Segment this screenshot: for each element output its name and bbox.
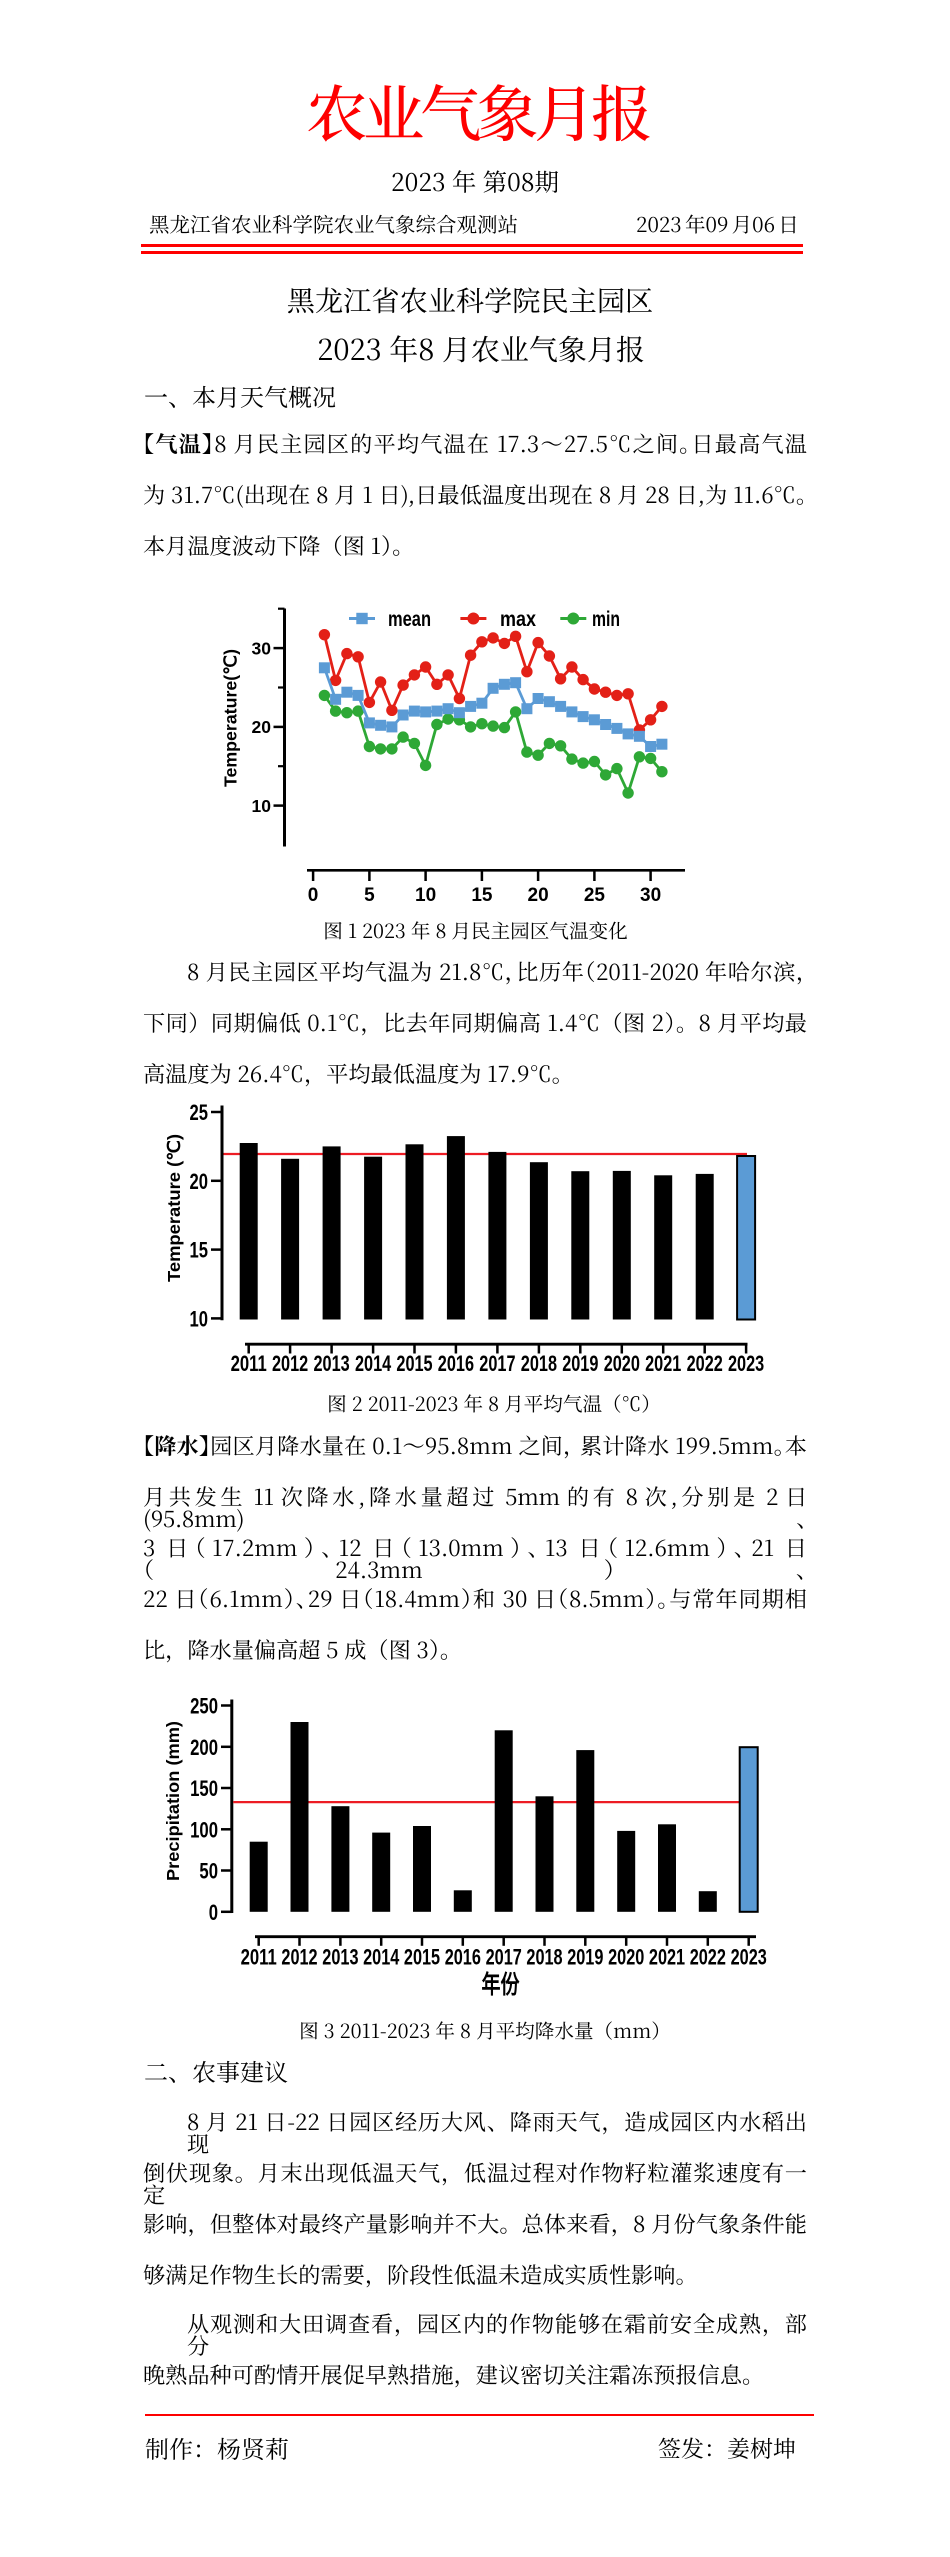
svg-text:10: 10 xyxy=(415,885,436,906)
svg-text:5: 5 xyxy=(364,885,375,906)
svg-text:2014: 2014 xyxy=(363,1945,400,1970)
svg-text:15: 15 xyxy=(190,1238,209,1263)
svg-text:20: 20 xyxy=(252,717,272,737)
svg-text:2019: 2019 xyxy=(562,1351,598,1376)
svg-text:2013: 2013 xyxy=(322,1945,358,1970)
svg-text:2017: 2017 xyxy=(486,1945,522,1970)
svg-text:2023: 2023 xyxy=(728,1351,764,1376)
svg-text:2022: 2022 xyxy=(690,1945,726,1970)
svg-text:20: 20 xyxy=(528,885,549,906)
svg-text:10: 10 xyxy=(252,796,272,816)
svg-text:2011: 2011 xyxy=(241,1945,277,1970)
svg-text:max: max xyxy=(500,608,536,631)
svg-text:15: 15 xyxy=(471,885,493,906)
svg-text:2011: 2011 xyxy=(231,1351,267,1376)
svg-text:2021: 2021 xyxy=(645,1351,681,1376)
svg-text:2016: 2016 xyxy=(445,1945,481,1970)
svg-text:25: 25 xyxy=(584,885,606,906)
svg-text:2018: 2018 xyxy=(526,1945,562,1970)
svg-text:50: 50 xyxy=(199,1859,218,1884)
svg-text:0: 0 xyxy=(308,885,319,906)
svg-text:2022: 2022 xyxy=(687,1351,723,1376)
svg-text:mean: mean xyxy=(388,608,431,631)
svg-text:30: 30 xyxy=(640,885,661,906)
svg-text:min: min xyxy=(592,608,620,631)
svg-text:0: 0 xyxy=(209,1900,218,1925)
svg-text:2021: 2021 xyxy=(649,1945,685,1970)
svg-text:2012: 2012 xyxy=(281,1945,317,1970)
svg-text:2023: 2023 xyxy=(731,1945,767,1970)
svg-text:30: 30 xyxy=(252,638,272,658)
svg-text:100: 100 xyxy=(190,1817,218,1842)
svg-text:2018: 2018 xyxy=(521,1351,557,1376)
svg-text:2012: 2012 xyxy=(272,1351,308,1376)
svg-text:25: 25 xyxy=(190,1100,209,1125)
svg-text:Precipitation (mm): Precipitation (mm) xyxy=(163,1721,183,1881)
svg-text:2016: 2016 xyxy=(438,1351,474,1376)
svg-text:2015: 2015 xyxy=(404,1945,440,1970)
svg-text:200: 200 xyxy=(190,1735,218,1760)
svg-text:2017: 2017 xyxy=(479,1351,515,1376)
svg-text:150: 150 xyxy=(190,1776,218,1801)
svg-text:2014: 2014 xyxy=(355,1351,392,1376)
svg-text:20: 20 xyxy=(190,1169,209,1194)
svg-text:2020: 2020 xyxy=(608,1945,644,1970)
svg-text:Temperature(℃): Temperature(℃) xyxy=(221,649,241,787)
svg-text:2019: 2019 xyxy=(567,1945,603,1970)
svg-text:2013: 2013 xyxy=(314,1351,350,1376)
svg-text:Temperature (℃): Temperature (℃) xyxy=(164,1134,184,1282)
svg-text:2020: 2020 xyxy=(604,1351,640,1376)
svg-text:年份: 年份 xyxy=(482,1970,520,1999)
svg-text:250: 250 xyxy=(190,1694,218,1719)
svg-text:2015: 2015 xyxy=(396,1351,432,1376)
svg-text:10: 10 xyxy=(190,1306,209,1331)
